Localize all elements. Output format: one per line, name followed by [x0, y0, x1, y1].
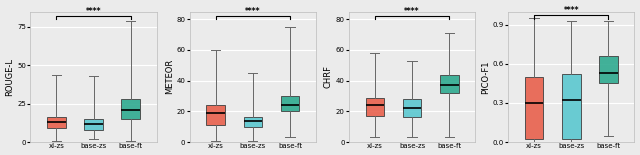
PathPatch shape	[122, 99, 140, 119]
PathPatch shape	[440, 75, 458, 93]
PathPatch shape	[599, 56, 618, 83]
Text: ****: ****	[245, 7, 260, 16]
Y-axis label: ROUGE-L: ROUGE-L	[6, 58, 15, 96]
PathPatch shape	[281, 96, 300, 111]
Text: ****: ****	[563, 6, 579, 15]
PathPatch shape	[403, 99, 421, 117]
PathPatch shape	[562, 74, 580, 140]
PathPatch shape	[206, 105, 225, 125]
PathPatch shape	[47, 117, 66, 128]
Y-axis label: METEOR: METEOR	[164, 59, 173, 94]
PathPatch shape	[525, 77, 543, 140]
Y-axis label: CHRF: CHRF	[324, 65, 333, 88]
PathPatch shape	[84, 119, 103, 130]
Text: ****: ****	[404, 7, 420, 16]
Text: ****: ****	[86, 7, 101, 16]
Y-axis label: PICO-F1: PICO-F1	[481, 60, 490, 94]
PathPatch shape	[365, 97, 384, 116]
PathPatch shape	[243, 117, 262, 127]
